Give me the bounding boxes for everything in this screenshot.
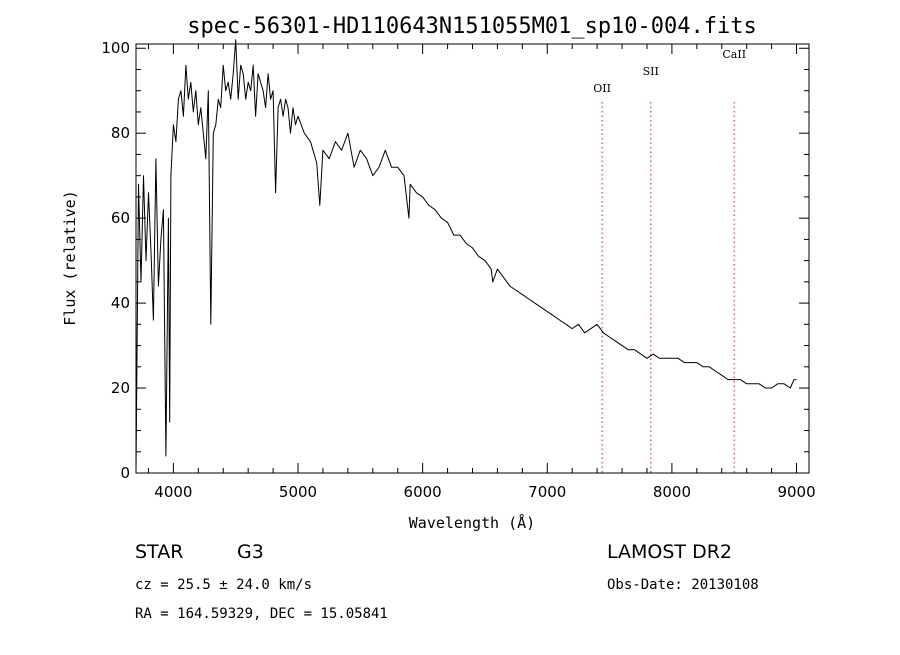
spectral-subclass: G3 (237, 541, 264, 563)
obs-date: Obs-Date: 20130108 (607, 577, 759, 593)
y-tick-label: 80 (111, 124, 130, 142)
y-tick-label: 60 (111, 209, 130, 227)
y-tick-label: 40 (111, 294, 130, 312)
ra-dec-coords: RA = 164.59329, DEC = 15.05841 (135, 606, 388, 622)
redshift-cz: cz = 25.5 ± 24.0 km/s (135, 577, 312, 593)
object-type: STAR (135, 541, 183, 563)
y-tick-label: 20 (111, 379, 130, 397)
spectrum-series-line (135, 39, 797, 474)
spectral-line-label: OII (593, 82, 611, 95)
spectral-line-label: SII (643, 65, 659, 78)
x-axis: 4000 5000 6000 7000 8000 9000 (147, 44, 816, 501)
x-tick-label: 8000 (653, 483, 691, 501)
chart-title: spec-56301-HD110643N151055M01_sp10-004.f… (187, 14, 757, 39)
y-tick-label: 100 (101, 39, 130, 57)
spectral-line-label: CaII (722, 48, 746, 61)
y-tick-label: 0 (120, 464, 130, 482)
x-tick-label: 7000 (528, 483, 566, 501)
plot-frame (135, 43, 810, 474)
y-axis: 0 20 40 60 80 100 (101, 39, 809, 482)
survey-name: LAMOST DR2 (607, 541, 732, 563)
y-axis-label: Flux (relative) (61, 190, 79, 325)
plot-area: OII SII CaII (135, 39, 797, 474)
x-tick-label: 4000 (154, 483, 192, 501)
x-axis-label: Wavelength (Å) (409, 513, 535, 532)
x-tick-label: 6000 (404, 483, 442, 501)
x-tick-label: 9000 (777, 483, 815, 501)
x-tick-label: 5000 (279, 483, 317, 501)
